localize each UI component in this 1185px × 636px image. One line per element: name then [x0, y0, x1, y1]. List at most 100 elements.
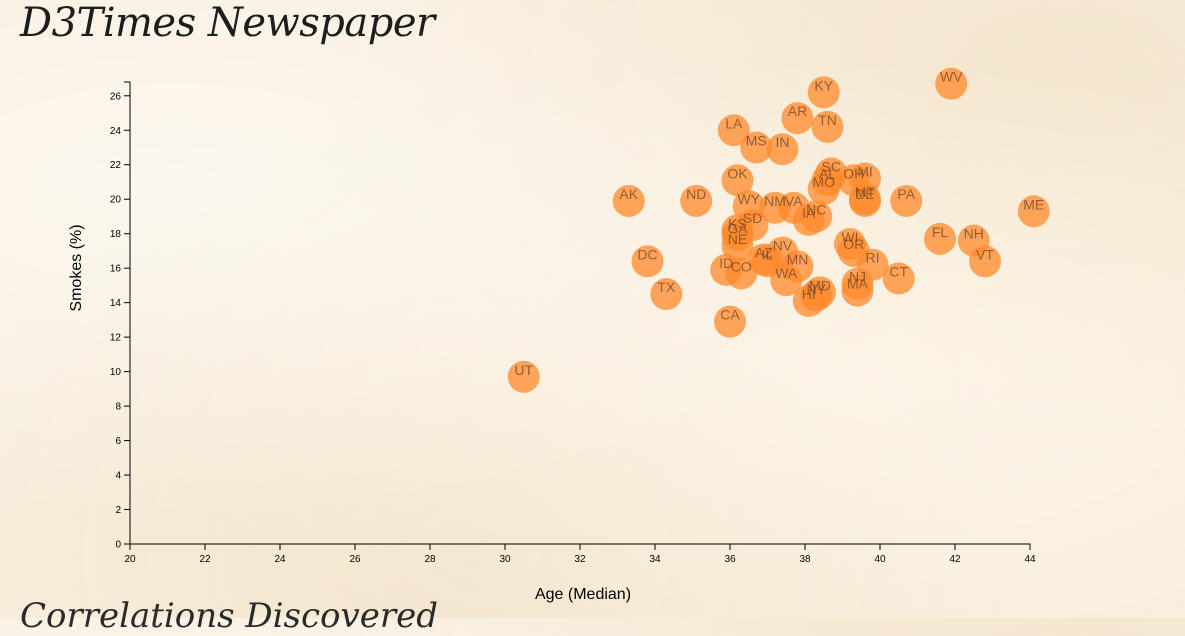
- state-label: CO: [731, 258, 752, 274]
- x-tick-label: 34: [649, 554, 661, 565]
- y-tick-label: 8: [115, 402, 121, 413]
- state-label: NY: [807, 281, 827, 297]
- state-label: FL: [932, 224, 949, 240]
- state-marker[interactable]: [717, 114, 750, 147]
- x-tick-label: 38: [799, 554, 811, 565]
- data-points: AL AK AZ AR CA CO CT DE DC FL GA HI ID IL IN IA KS KY LA ME…: [507, 67, 1050, 393]
- state-marker[interactable]: [507, 360, 540, 393]
- state-marker[interactable]: [856, 248, 889, 281]
- y-tick-label: 2: [115, 505, 121, 516]
- state-label: IA: [802, 205, 816, 221]
- state-label: MS: [746, 133, 767, 149]
- state-label: WA: [775, 265, 798, 281]
- state-marker[interactable]: [732, 190, 765, 223]
- state-label: MO: [812, 174, 835, 190]
- y-axis-title[interactable]: Smokes (%): [68, 224, 85, 311]
- y-tick-label: 20: [110, 195, 122, 206]
- state-label: OR: [843, 236, 864, 252]
- state-label: NJ: [849, 269, 866, 285]
- state-label: NV: [773, 238, 793, 254]
- x-tick-label: 26: [349, 554, 361, 565]
- y-tick-label: 6: [115, 436, 121, 447]
- state-label: MA: [847, 276, 869, 292]
- state-label: MI: [857, 164, 873, 180]
- state-label: TN: [818, 112, 837, 128]
- state-label: MT: [855, 184, 876, 200]
- y-tick-label: 24: [110, 126, 122, 137]
- state-label: NC: [806, 201, 826, 217]
- state-label: NH: [964, 226, 984, 242]
- state-marker[interactable]: [680, 184, 713, 217]
- state-label: HI: [802, 286, 816, 302]
- x-tick-label: 30: [499, 554, 511, 565]
- state-label: CA: [720, 307, 740, 323]
- y-tick-label: 26: [110, 91, 122, 102]
- state-marker[interactable]: [770, 264, 803, 297]
- state-label: IL: [762, 246, 774, 262]
- y-tick-label: 16: [110, 264, 122, 275]
- state-label: MN: [787, 251, 809, 267]
- state-label: WY: [737, 191, 760, 207]
- state-label: TX: [657, 279, 676, 295]
- state-marker[interactable]: [766, 236, 799, 269]
- state-marker[interactable]: [935, 67, 968, 100]
- state-marker[interactable]: [612, 184, 645, 217]
- state-marker[interactable]: [969, 245, 1001, 278]
- state-marker[interactable]: [890, 184, 923, 217]
- state-label: SD: [743, 210, 762, 226]
- state-label: DE: [855, 186, 874, 202]
- scatter-chart: 20 22 24 26 28 30 32 34 36 38 40 42 44 0246810121416…: [68, 67, 1050, 603]
- state-label: CT: [889, 264, 908, 280]
- state-marker[interactable]: [781, 102, 814, 135]
- state-marker[interactable]: [650, 278, 683, 311]
- y-tick-label: 22: [110, 160, 122, 171]
- state-label: VA: [785, 193, 803, 209]
- state-marker[interactable]: [1017, 195, 1050, 228]
- state-label: NE: [728, 231, 747, 247]
- state-marker[interactable]: [811, 110, 844, 143]
- state-marker[interactable]: [777, 191, 810, 224]
- y-tick-label: 0: [115, 540, 121, 551]
- state-marker[interactable]: [740, 131, 773, 164]
- state-label: UT: [514, 362, 533, 378]
- state-label: AR: [788, 103, 807, 119]
- state-marker[interactable]: [714, 305, 746, 338]
- x-tick-label: 28: [424, 554, 436, 565]
- state-marker[interactable]: [800, 279, 833, 312]
- x-tick-label: 40: [874, 554, 886, 565]
- state-label: SC: [822, 158, 841, 174]
- y-tick-label: 4: [115, 471, 121, 482]
- state-marker[interactable]: [924, 222, 956, 255]
- state-label: ME: [1023, 196, 1044, 212]
- state-marker[interactable]: [882, 262, 915, 295]
- y-tick-label: 14: [110, 298, 122, 309]
- state-label: OK: [727, 165, 748, 181]
- x-tick-label: 20: [124, 554, 136, 565]
- state-marker[interactable]: [766, 133, 799, 166]
- state-label: PA: [897, 186, 915, 202]
- state-label: VT: [976, 246, 994, 262]
- state-label: ID: [719, 255, 733, 271]
- page-title: D3Times Newspaper: [20, 0, 435, 46]
- state-label: RI: [866, 250, 880, 266]
- state-label: AZ: [755, 245, 773, 261]
- state-label: WI: [841, 229, 858, 245]
- state-marker[interactable]: [631, 245, 664, 278]
- x-tick-label: 32: [574, 554, 586, 565]
- state-marker[interactable]: [815, 157, 848, 190]
- y-tick-label: 18: [110, 229, 122, 240]
- state-marker[interactable]: [807, 76, 840, 109]
- state-marker[interactable]: [721, 164, 754, 197]
- state-label: GA: [727, 220, 748, 236]
- state-label: KY: [814, 77, 833, 93]
- state-label: WV: [940, 69, 963, 85]
- state-marker[interactable]: [710, 253, 743, 286]
- state-label: OH: [843, 165, 864, 181]
- x-tick-label: 42: [949, 554, 961, 565]
- state-marker[interactable]: [834, 228, 866, 261]
- x-tick-label: 22: [199, 554, 211, 565]
- state-label: MD: [809, 277, 831, 293]
- x-axis-title[interactable]: Age (Median): [535, 586, 631, 603]
- state-label: IN: [776, 134, 790, 150]
